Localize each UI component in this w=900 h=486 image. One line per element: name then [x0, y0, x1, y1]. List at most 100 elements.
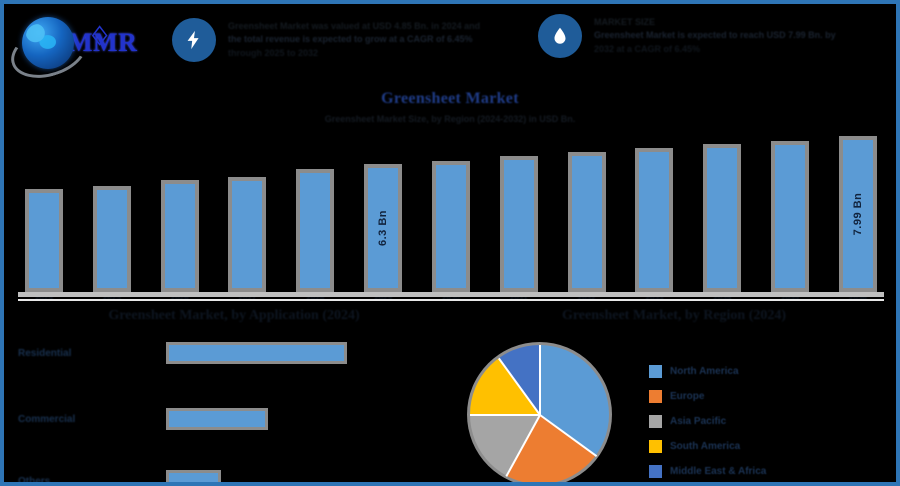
header-line: Greensheet Market is expected to reach U…	[594, 30, 836, 41]
logo-q-mark: ♢	[88, 22, 112, 51]
bar: 2025	[92, 185, 131, 302]
pie-slice-divider	[470, 413, 540, 416]
bar-column: 2030	[425, 136, 477, 302]
bar-x-label: 2030	[442, 293, 460, 302]
legend-label: Europe	[670, 390, 705, 402]
bar: 2024	[25, 189, 63, 302]
header: ♢ MMR Greensheet Market was valued at US…	[4, 4, 896, 87]
pie-slice-divider	[505, 414, 541, 476]
horizontal-bar-label: Commercial	[18, 413, 76, 425]
legend-swatch	[649, 464, 662, 478]
bar: 2035	[771, 140, 810, 302]
legend-item: South America	[649, 435, 884, 457]
bar-column: 7.99 Bn 2036	[832, 136, 884, 302]
bar-column: 2031	[493, 136, 545, 302]
bar-value-label: 7.99 Bn	[851, 192, 864, 236]
legend-label: North America	[670, 365, 739, 377]
header-item-1-text: Greensheet Market was valued at USD 4.85…	[228, 20, 480, 59]
header-line: through 2025 to 2032	[228, 47, 319, 58]
horizontal-bar-fill	[166, 408, 269, 430]
bar-x-label: 2032	[577, 293, 596, 302]
bar-x-label: 2027	[238, 293, 257, 302]
bar-x-label: 2029	[374, 293, 393, 302]
region-section-title: Greensheet Market, by Region (2024)	[561, 308, 787, 323]
header-line: 2032 at a CAGR of 6.45%	[594, 43, 701, 54]
horizontal-bar-fill	[166, 470, 222, 482]
bar-column: 2028	[289, 136, 341, 302]
header-line: the total revenue is expected to grow at…	[228, 34, 473, 45]
bar-value-label: 6.3 Bn	[377, 210, 390, 247]
x-axis-line	[18, 292, 884, 297]
bar: 2026	[160, 179, 199, 302]
pie-slice-divider	[538, 345, 541, 415]
bar-x-label: 2034	[713, 293, 732, 302]
bar-column: 2025	[86, 136, 138, 302]
mmr-logo: ♢ MMR	[4, 8, 164, 87]
application-section-title: Greensheet Market, by Application (2024)	[108, 308, 360, 323]
legend-item: Middle East & Africa	[649, 460, 884, 482]
lightning-bolt-icon	[172, 18, 216, 62]
legend-label: Asia Pacific	[670, 415, 727, 427]
bar: 2034	[703, 143, 742, 302]
legend-swatch	[649, 364, 662, 378]
bar-x-label: 2035	[781, 293, 800, 302]
bar-x-label: 2026	[170, 293, 189, 302]
bar-x-label: 2025	[102, 293, 121, 302]
bar: 2028	[296, 168, 335, 302]
header-item-market-size: MARKET SIZE Greensheet Market is expecte…	[538, 14, 888, 58]
bar-column: 2035	[764, 136, 816, 302]
logo-text: MMR	[68, 28, 138, 57]
bar: 6.3 Bn 2029	[364, 164, 403, 302]
legend-item: Europe	[649, 385, 884, 407]
legend-label: South America	[670, 440, 741, 452]
horizontal-bar-row: Others	[18, 470, 458, 486]
horizontal-bar-track	[166, 470, 458, 482]
bar-column: 6.3 Bn 2029	[357, 136, 409, 302]
water-drop-icon	[538, 14, 582, 58]
bar-column: 2032	[561, 136, 613, 302]
globe-icon	[22, 17, 74, 69]
bar-x-label: 2024	[35, 293, 53, 302]
legend-label: Middle East & Africa	[670, 465, 767, 477]
region-pie-chart	[467, 342, 612, 482]
horizontal-bar-fill	[166, 342, 348, 364]
pie-slice-divider	[538, 413, 597, 457]
chart-subtitle: Greensheet Market Size, by Region (2024-…	[324, 114, 576, 124]
pie-legend: North America Europe Asia Pacific South Ame…	[649, 360, 884, 482]
legend-swatch	[649, 439, 662, 453]
header-line: Greensheet Market was valued at USD 4.85…	[228, 21, 481, 32]
pie-slice-divider	[497, 357, 541, 416]
bar-x-label: 2031	[509, 293, 528, 302]
bar-column: 2024	[18, 136, 70, 302]
bar-column: 2026	[154, 136, 206, 302]
bar: 2032	[567, 151, 606, 302]
bar: 2033	[635, 148, 674, 302]
bar-column: 2034	[696, 136, 748, 302]
legend-item: North America	[649, 360, 884, 382]
horizontal-bar-track	[166, 408, 458, 430]
pie-slices	[470, 345, 609, 482]
chart-title: Greensheet Market	[381, 90, 519, 107]
bar: 2027	[228, 176, 267, 302]
legend-swatch	[649, 414, 662, 428]
horizontal-bar-track	[166, 342, 458, 364]
bar: 7.99 Bn 2036	[838, 136, 877, 302]
bar-x-label: 2036	[849, 293, 867, 302]
horizontal-bar-row: Commercial	[18, 408, 458, 430]
horizontal-bar-row: Residential	[18, 342, 458, 364]
horizontal-bar-label: Others	[18, 475, 51, 486]
legend-swatch	[649, 389, 662, 403]
legend-item: Asia Pacific	[649, 410, 884, 432]
bar-column: 2033	[628, 136, 680, 302]
bar-x-label: 2028	[306, 293, 325, 302]
horizontal-bar-chart: Residential Commercial Others	[18, 342, 458, 486]
bar: 2031	[499, 156, 538, 302]
horizontal-bar-label: Residential	[18, 347, 72, 359]
bar-x-label: 2033	[645, 293, 664, 302]
bar: 2030	[431, 160, 470, 302]
header-line: MARKET SIZE	[594, 17, 656, 28]
header-item-2-text: MARKET SIZE Greensheet Market is expecte…	[594, 16, 836, 55]
bar-chart: 2024 2025 2026 2027 2028 6.3 Bn 2029 2030 2031 20…	[18, 136, 884, 302]
section-divider	[18, 299, 884, 301]
